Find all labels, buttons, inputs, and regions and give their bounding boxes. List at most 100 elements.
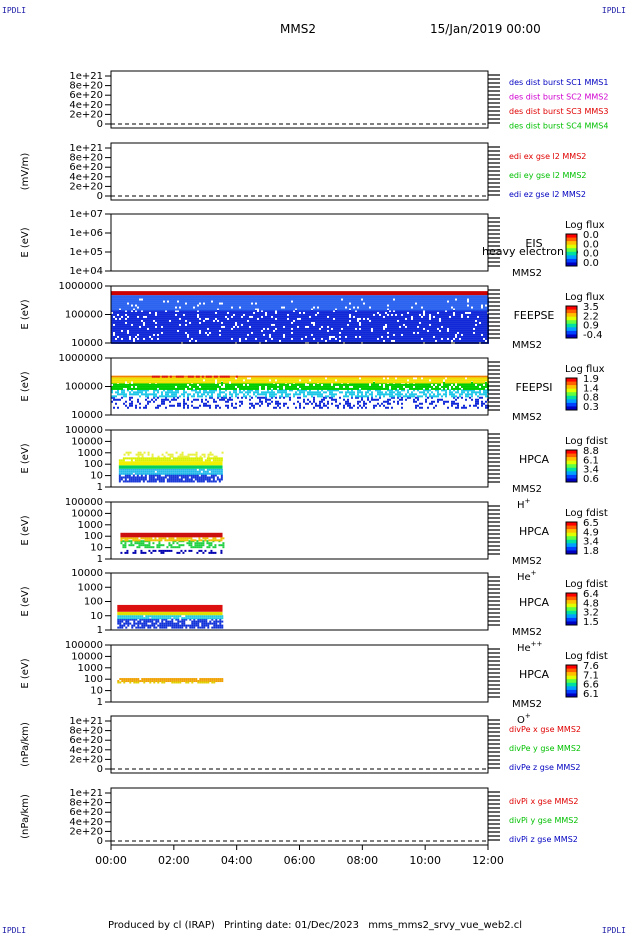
colorbar-swatch — [566, 403, 577, 407]
y-tick-label: 100000 — [65, 425, 103, 436]
mms-label: MMS2 — [512, 556, 542, 567]
colorbar-swatch — [566, 255, 577, 259]
y-tick-label: 1000 — [78, 448, 103, 459]
y-tick-label: 1000000 — [58, 281, 103, 292]
colorbar-swatch — [566, 324, 577, 328]
y-axis-label: E (eV) — [20, 227, 31, 257]
colorbar-tick-label: -0.4 — [583, 330, 603, 341]
mms-label: MMS2 — [512, 627, 542, 638]
spectrogram-band — [117, 615, 223, 619]
y-axis-label: E (eV) — [20, 299, 31, 329]
y-axis-label: (mV/m) — [20, 153, 31, 191]
colorbar-swatch — [566, 248, 577, 252]
spectrogram-band — [117, 605, 222, 612]
y-tick-label: 10 — [90, 611, 103, 622]
spectrogram-band — [119, 469, 223, 475]
y-tick-label: 0 — [97, 191, 103, 202]
y-tick-label: 1e+05 — [69, 247, 103, 258]
colorbar-swatch — [566, 252, 577, 256]
colorbar-swatch — [566, 306, 577, 310]
legend-entry: edi ex gse l2 MMS2 — [509, 152, 586, 161]
colorbar-swatch — [566, 396, 577, 400]
species-label: He++ — [517, 640, 543, 654]
legend-entry: divPe z gse MMS2 — [509, 763, 580, 772]
colorbar-swatch — [566, 313, 577, 317]
x-tick-label: 04:00 — [221, 854, 253, 867]
colorbar-tick-label: 1.8 — [583, 546, 599, 557]
y-tick-label: 0 — [97, 764, 103, 775]
colorbar-swatch — [566, 241, 577, 245]
legend-entry: des dist burst SC2 MMS2 — [509, 93, 608, 102]
colorbar-swatch — [566, 331, 577, 335]
spectrogram-band — [119, 474, 223, 482]
y-tick-label: 1 — [97, 482, 103, 493]
colorbar-swatch — [566, 461, 577, 465]
colorbar-swatch — [566, 234, 577, 238]
y-axis-label: (nPa/km) — [20, 722, 31, 767]
colorbar-swatch — [566, 471, 577, 475]
colorbar-swatch — [566, 454, 577, 458]
y-tick-label: 1e+04 — [69, 266, 103, 277]
y-tick-label: 10000 — [71, 410, 103, 421]
x-tick-label: 10:00 — [409, 854, 441, 867]
x-tick-label: 06:00 — [284, 854, 316, 867]
spectrogram-band — [111, 389, 489, 397]
colorbar-swatch — [566, 683, 577, 687]
colorbar-swatch — [566, 540, 577, 544]
y-axis-label: E (eV) — [20, 586, 31, 616]
y-tick-label: 10000 — [71, 436, 103, 447]
y-tick-label: 10000 — [71, 568, 103, 579]
legend-entry: edi ez gse l2 MMS2 — [509, 190, 586, 199]
colorbar-swatch — [566, 310, 577, 314]
legend-entry: des dist burst SC1 MMS1 — [509, 78, 608, 87]
y-tick-label: 1 — [97, 697, 103, 708]
colorbar-swatch — [566, 317, 577, 321]
panel-frame — [111, 645, 488, 702]
y-axis-label: E (eV) — [20, 658, 31, 688]
spectrogram-band — [111, 310, 489, 344]
footer-produced: Produced by cl (IRAP) — [108, 920, 215, 931]
y-tick-label: 0 — [97, 836, 103, 847]
colorbar-swatch — [566, 399, 577, 403]
mms-label: MMS2 — [512, 699, 542, 710]
colorbar-swatch — [566, 327, 577, 331]
spectrogram-band — [117, 619, 223, 629]
y-tick-label: 10 — [90, 471, 103, 482]
colorbar-swatch — [566, 450, 577, 454]
y-tick-label: 1 — [97, 554, 103, 565]
y-axis-label: E (eV) — [20, 443, 31, 473]
colorbar-swatch — [566, 543, 577, 547]
mms-label: MMS2 — [512, 484, 542, 495]
y-tick-label: 0 — [97, 119, 103, 130]
y-tick-label: 10 — [90, 543, 103, 554]
legend-entry: divPe x gse MMS2 — [509, 725, 581, 734]
mms-label: MMS2 — [512, 340, 542, 351]
instrument-label: HPCA — [519, 596, 550, 609]
y-tick-label: 10000 — [71, 508, 103, 519]
colorbar-swatch — [566, 320, 577, 324]
colorbar-tick-label: 6.1 — [583, 689, 599, 700]
colorbar-tick-label: 0.6 — [583, 474, 599, 485]
y-tick-label: 10000 — [71, 338, 103, 349]
y-tick-label: 1e+06 — [69, 228, 103, 239]
colorbar-swatch — [566, 529, 577, 533]
mms-label: MMS2 — [512, 268, 542, 279]
y-tick-label: 1000000 — [58, 353, 103, 364]
colorbar-swatch — [566, 604, 577, 608]
spectrogram-band — [120, 550, 222, 554]
y-tick-label: 100000 — [65, 310, 103, 321]
y-tick-label: 10000 — [71, 651, 103, 662]
x-tick-label: 08:00 — [346, 854, 378, 867]
spectrogram-band — [124, 452, 224, 458]
colorbar-swatch — [566, 607, 577, 611]
legend-entry: des dist burst SC3 MMS3 — [509, 107, 608, 116]
colorbar-swatch — [566, 238, 577, 242]
colorbar-swatch — [566, 593, 577, 597]
panel-10: 1e+218e+206e+204e+202e+200(nPa/km)divPe … — [20, 716, 581, 775]
instrument-label: HPCA — [519, 453, 550, 466]
colorbar-swatch — [566, 378, 577, 382]
